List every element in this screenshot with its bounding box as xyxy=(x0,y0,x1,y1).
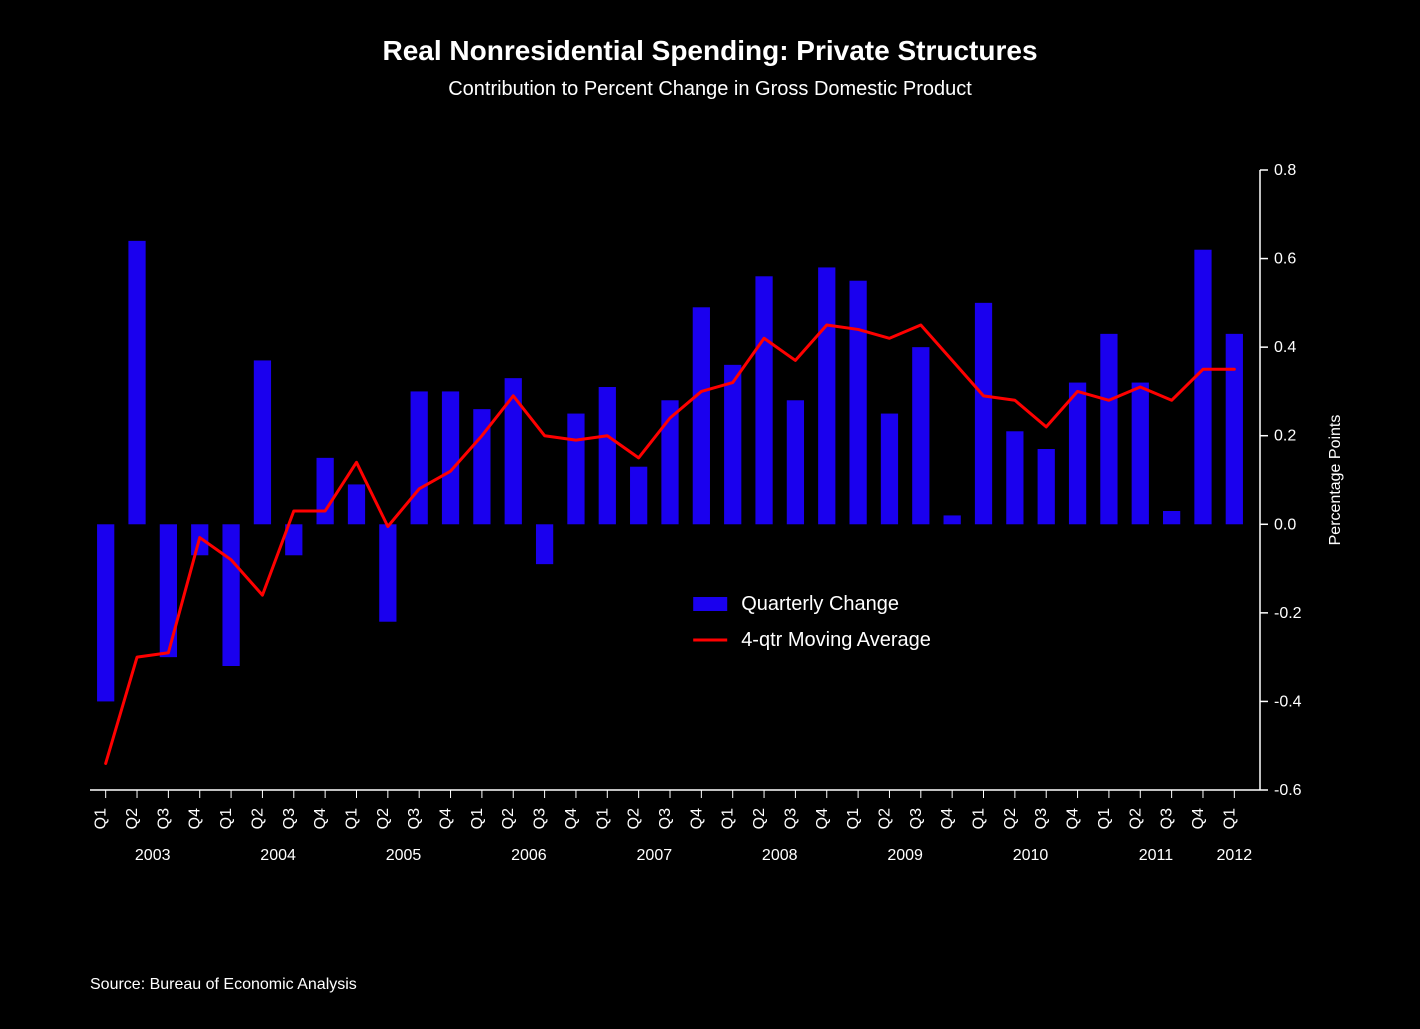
bar xyxy=(787,400,804,524)
x-axis-quarter-label: Q2 xyxy=(876,808,893,829)
bar xyxy=(1100,334,1117,524)
y-axis-tick-label: 0.0 xyxy=(1274,516,1296,533)
y-axis-tick-label: -0.6 xyxy=(1274,782,1302,799)
x-axis-quarter-label: Q3 xyxy=(155,808,172,829)
x-axis-quarter-label: Q4 xyxy=(1065,808,1082,829)
y-axis-tick-label: -0.4 xyxy=(1274,693,1302,710)
y-axis-tick-label: 0.8 xyxy=(1274,162,1296,179)
x-axis-year-label: 2010 xyxy=(1013,847,1049,864)
x-axis-year-label: 2004 xyxy=(260,847,296,864)
x-axis-quarter-label: Q3 xyxy=(1159,808,1176,829)
char-combo: Real Nonresidential Spending: Private St… xyxy=(0,0,1420,1029)
bar xyxy=(317,458,334,524)
y-axis-label: Percentage Points xyxy=(1327,415,1344,546)
x-axis-quarter-label: Q1 xyxy=(469,808,486,829)
bar xyxy=(975,303,992,524)
x-axis-year-label: 2003 xyxy=(135,847,171,864)
x-axis-quarter-label: Q2 xyxy=(249,808,266,829)
bar xyxy=(160,524,177,657)
bar xyxy=(536,524,553,564)
x-axis-quarter-label: Q4 xyxy=(563,808,580,829)
x-axis-quarter-label: Q2 xyxy=(626,808,643,829)
bar xyxy=(222,524,239,666)
x-axis-quarter-label: Q2 xyxy=(1002,808,1019,829)
x-axis-quarter-label: Q2 xyxy=(124,808,141,829)
bar xyxy=(1163,511,1180,524)
bar xyxy=(1194,250,1211,525)
legend-label-line: 4-qtr Moving Average xyxy=(741,629,931,651)
x-axis-quarter-label: Q1 xyxy=(218,808,235,829)
x-axis-year-label: 2012 xyxy=(1217,847,1253,864)
y-axis-tick-label: 0.2 xyxy=(1274,428,1296,445)
bar xyxy=(849,281,866,525)
bar xyxy=(630,467,647,525)
bar xyxy=(724,365,741,524)
x-axis-quarter-label: Q3 xyxy=(782,808,799,829)
x-axis-quarter-label: Q1 xyxy=(971,808,988,829)
bar xyxy=(599,387,616,524)
x-axis-quarter-label: Q4 xyxy=(688,808,705,829)
bar xyxy=(128,241,145,524)
x-axis-quarter-label: Q1 xyxy=(720,808,737,829)
x-axis-year-label: 2007 xyxy=(637,847,673,864)
x-axis-quarter-label: Q3 xyxy=(532,808,549,829)
bar xyxy=(693,307,710,524)
x-axis-quarter-label: Q2 xyxy=(751,808,768,829)
bar xyxy=(348,484,365,524)
bar xyxy=(881,414,898,525)
x-axis-quarter-label: Q2 xyxy=(375,808,392,829)
x-axis-year-label: 2008 xyxy=(762,847,798,864)
bar xyxy=(1069,383,1086,525)
bar xyxy=(1226,334,1243,524)
y-axis-tick-label: -0.2 xyxy=(1274,605,1302,622)
x-axis-quarter-label: Q4 xyxy=(312,808,329,829)
bar xyxy=(442,391,459,524)
x-axis-quarter-label: Q1 xyxy=(594,808,611,829)
x-axis-year-label: 2006 xyxy=(511,847,547,864)
x-axis-quarter-label: Q4 xyxy=(187,808,204,829)
x-axis-quarter-label: Q1 xyxy=(1221,808,1238,829)
bar xyxy=(912,347,929,524)
bar xyxy=(411,391,428,524)
bar xyxy=(97,524,114,701)
x-axis-quarter-label: Q3 xyxy=(1033,808,1050,829)
x-axis-quarter-label: Q3 xyxy=(908,808,925,829)
x-axis-quarter-label: Q1 xyxy=(1096,808,1113,829)
bar xyxy=(505,378,522,524)
chart-title-line2: Contribution to Percent Change in Gross … xyxy=(448,78,972,100)
x-axis-quarter-label: Q3 xyxy=(281,808,298,829)
legend-label-bar: Quarterly Change xyxy=(741,593,899,615)
x-axis-quarter-label: Q4 xyxy=(1190,808,1207,829)
x-axis-year-label: 2005 xyxy=(386,847,422,864)
bar xyxy=(755,276,772,524)
bar xyxy=(944,515,961,524)
bar xyxy=(1038,449,1055,524)
bar xyxy=(1006,431,1023,524)
x-axis-quarter-label: Q4 xyxy=(939,808,956,829)
x-axis-quarter-label: Q3 xyxy=(657,808,674,829)
x-axis-quarter-label: Q1 xyxy=(93,808,110,829)
source-text: Source: Bureau of Economic Analysis xyxy=(90,976,357,993)
bar xyxy=(254,360,271,524)
x-axis-quarter-label: Q1 xyxy=(343,808,360,829)
y-axis-tick-label: 0.6 xyxy=(1274,251,1296,268)
x-axis-quarter-label: Q2 xyxy=(1127,808,1144,829)
x-axis-quarter-label: Q2 xyxy=(500,808,517,829)
x-axis-quarter-label: Q4 xyxy=(438,808,455,829)
x-axis-quarter-label: Q4 xyxy=(814,808,831,829)
x-axis-year-label: 2011 xyxy=(1139,847,1174,864)
x-axis-year-label: 2009 xyxy=(887,847,923,864)
chart-title-line1: Real Nonresidential Spending: Private St… xyxy=(382,35,1037,66)
bar xyxy=(1132,383,1149,525)
y-axis-tick-label: 0.4 xyxy=(1274,339,1296,356)
x-axis-quarter-label: Q3 xyxy=(406,808,423,829)
x-axis-quarter-label: Q1 xyxy=(845,808,862,829)
bar xyxy=(818,267,835,524)
legend-swatch-bar xyxy=(693,597,727,611)
bar xyxy=(379,524,396,621)
bar xyxy=(567,414,584,525)
